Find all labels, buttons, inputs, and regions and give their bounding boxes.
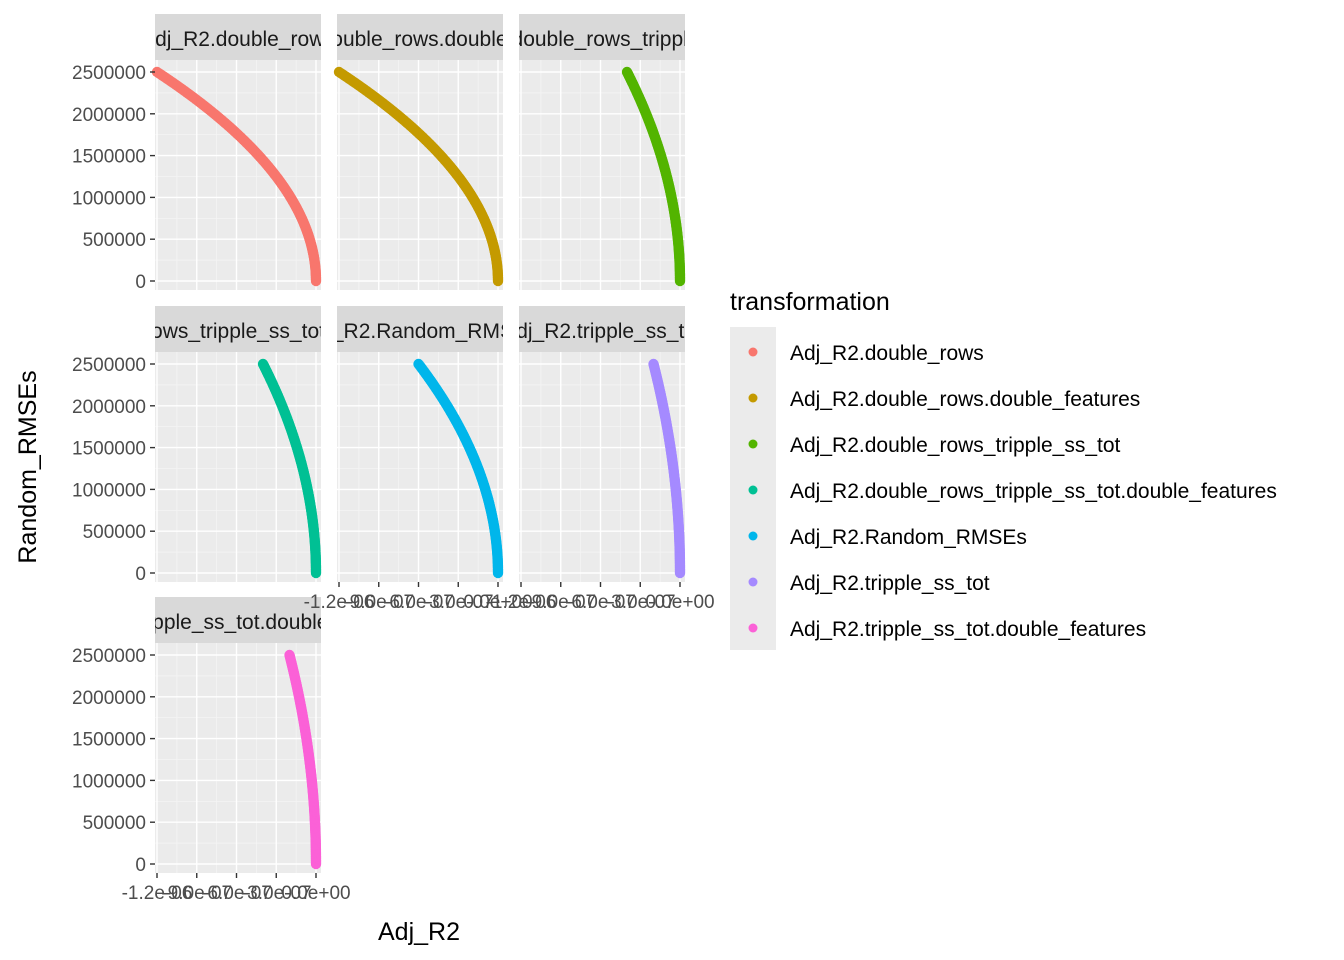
legend-title: transformation (730, 288, 890, 316)
y-tick-label: 1500000 (72, 439, 146, 460)
y-tick-label: 0 (135, 272, 146, 293)
panel-background (519, 60, 685, 290)
y-tick-label: 1500000 (72, 730, 146, 751)
facet-strip-label: Adj_R2.Random_RMSEs (302, 320, 539, 343)
x-tick-label: -1.2e-06 (304, 592, 375, 613)
facet-strip-label: Adj_R2.double_rows_tripple_ss_tot.double… (0, 320, 481, 343)
x-tick-label: -6.0e-07 (565, 592, 636, 613)
x-tick-label: -9.0e-07 (525, 592, 596, 613)
legend-key (748, 623, 758, 633)
facet-panel: Adj_R2.tripple_ss_tot.double_features (60, 597, 416, 873)
facet-strip-label: Adj_R2.double_rows.double_features (245, 28, 595, 51)
x-tick-label: 0.0e+00 (281, 883, 350, 904)
x-tick-label: -6.0e-07 (201, 883, 272, 904)
facet-strip (155, 597, 321, 643)
facet-panel: Adj_R2.Random_RMSEs (302, 306, 539, 582)
y-tick-label: 500000 (83, 522, 146, 543)
y-tick-label: 2500000 (72, 646, 146, 667)
axes: 0 500000 1000000 1500000 2000000 2500000 0 5000… (72, 63, 715, 904)
y-axis-title: Random_RMSEs (14, 370, 42, 563)
legend-label: Adj_R2.double_rows_tripple_ss_tot (790, 434, 1121, 457)
y-tick-label: 2500000 (72, 63, 146, 84)
facet-strip (155, 14, 321, 60)
legend-label: Adj_R2.double_rows_tripple_ss_tot.double… (790, 480, 1277, 503)
legend-label: Adj_R2.double_rows (790, 342, 984, 365)
y-tick-label: 500000 (83, 230, 146, 251)
legend-entries: Adj_R2.double_rows Adj_R2.double_rows.dou… (748, 342, 1277, 641)
x-axis-title: Adj_R2 (378, 918, 460, 946)
data-point (257, 358, 269, 370)
x-tick-label: 0.0e+00 (463, 592, 532, 613)
data-point (284, 649, 295, 661)
data-point (151, 66, 163, 78)
panel-background (155, 60, 321, 290)
y-tick-label: 0 (135, 855, 146, 876)
facet-panel: Adj_R2.double_rows.double_features (245, 14, 595, 290)
facet-strip (519, 306, 685, 352)
x-tick-label: -3.0e-07 (423, 592, 494, 613)
x-tick-label: -9.0e-07 (343, 592, 414, 613)
x-tick-label: -3.0e-07 (605, 592, 676, 613)
facet-strip-label: Adj_R2.double_rows (141, 28, 335, 51)
x-tick-label: -1.2e-06 (486, 592, 557, 613)
y-tick-label: 2000000 (72, 397, 146, 418)
y-tick-label: 0 (135, 564, 146, 585)
facet-panel: Adj_R2.double_rows (141, 14, 335, 290)
legend: transformation Adj_R2.double_rowsAdj_R2.… (730, 288, 1277, 650)
facet-strip (337, 306, 503, 352)
y-tick-label: 1000000 (72, 480, 146, 501)
x-tick-label: -1.2e-06 (122, 883, 193, 904)
x-tick-label: -6.0e-07 (383, 592, 454, 613)
legend-label: Adj_R2.tripple_ss_tot (790, 572, 990, 595)
x-tick-label: 0.0e+00 (645, 592, 714, 613)
y-tick-label: 1000000 (72, 188, 146, 209)
facet-strip (155, 306, 321, 352)
legend-key (748, 347, 758, 357)
legend-key (748, 439, 758, 449)
y-tick-label: 2500000 (72, 355, 146, 376)
legend-key (748, 393, 758, 403)
panel-background (155, 352, 321, 582)
facet-panel: Adj_R2.double_rows_tripple_ss_tot.double… (0, 306, 481, 582)
data-point (648, 358, 659, 370)
facet-strip-label: Adj_R2.double_rows_tripple_ss_tot (437, 28, 768, 51)
facet-strip-label: Adj_R2.tripple_ss_tot (502, 320, 702, 343)
facet-strip-label: Adj_R2.tripple_ss_tot.double_features (60, 611, 416, 634)
facet-panel: Adj_R2.tripple_ss_tot (502, 306, 702, 582)
legend-label: Adj_R2.double_rows.double_features (790, 388, 1140, 411)
panel-background (337, 60, 503, 290)
facet-strip (337, 14, 503, 60)
facet-panel: Adj_R2.double_rows_tripple_ss_tot (437, 14, 768, 290)
legend-label: Adj_R2.tripple_ss_tot.double_features (790, 618, 1146, 641)
legend-key (748, 577, 758, 587)
x-tick-label: -3.0e-07 (241, 883, 312, 904)
legend-label: Adj_R2.Random_RMSEs (790, 526, 1027, 549)
y-tick-label: 2000000 (72, 105, 146, 126)
legend-key (748, 485, 758, 495)
y-tick-label: 1500000 (72, 147, 146, 168)
x-tick-label: -9.0e-07 (161, 883, 232, 904)
data-point (621, 66, 633, 78)
facet-strip (519, 14, 685, 60)
legend-key (748, 531, 758, 541)
data-point (413, 358, 424, 370)
facet-panels: Adj_R2.double_rowsAdj_R2.double_rows.dou… (0, 14, 768, 873)
y-tick-label: 1000000 (72, 771, 146, 792)
data-point (333, 66, 345, 78)
y-tick-label: 500000 (83, 813, 146, 834)
y-tick-label: 2000000 (72, 688, 146, 709)
